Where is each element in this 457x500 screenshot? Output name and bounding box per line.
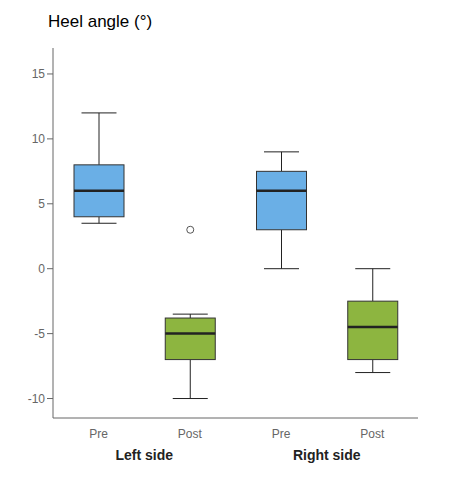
svg-text:Pre: Pre: [272, 427, 291, 441]
svg-text:5: 5: [38, 197, 45, 211]
svg-text:Right side: Right side: [293, 447, 361, 463]
svg-text:15: 15: [32, 67, 46, 81]
svg-text:Left side: Left side: [115, 447, 173, 463]
svg-text:Pre: Pre: [89, 427, 108, 441]
svg-text:-5: -5: [34, 327, 45, 341]
html-text:Heel angle (°): Heel angle (°): [48, 12, 153, 31]
svg-text:10: 10: [32, 132, 46, 146]
svg-text:0: 0: [38, 262, 45, 276]
svg-text:-10: -10: [28, 392, 46, 406]
svg-text:Post: Post: [178, 427, 203, 441]
svg-text:Post: Post: [360, 427, 385, 441]
